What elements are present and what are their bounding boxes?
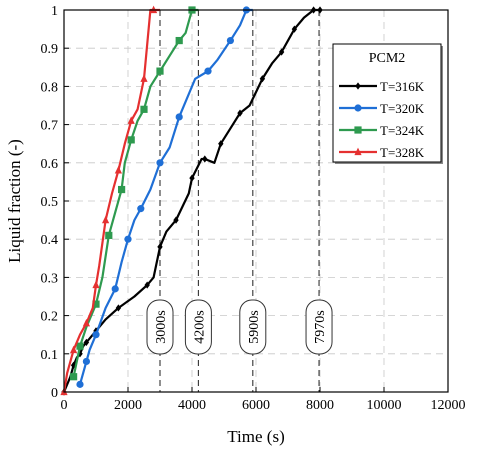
marker-label: 5900s [247,310,262,343]
x-tick-label: 8000 [306,398,334,413]
y-tick-label: 0.3 [41,271,59,286]
y-axis-title: Liquid fraction (-) [5,139,24,263]
data-point [140,74,147,82]
series-t324k [70,6,198,380]
data-point [92,281,99,289]
legend-entry: T=320K [380,101,425,116]
data-point [115,166,122,174]
x-tick-label: 4000 [178,398,206,413]
y-tick-label: 0.5 [41,195,59,210]
data-point [176,37,183,44]
y-tick-label: 0.6 [41,157,59,172]
marker-label: 7970s [313,310,328,343]
series-line [74,10,199,377]
data-point [112,285,119,292]
legend-title: PCM2 [369,51,406,66]
marker-label: 4200s [192,310,207,343]
data-point [76,343,83,350]
data-point [76,381,83,388]
data-point [124,236,131,243]
data-point [156,68,163,75]
data-point [140,106,147,113]
legend-entry: T=328K [380,145,425,160]
x-tick-label: 6000 [242,398,270,413]
data-point [204,68,211,75]
y-tick-label: 0.2 [41,310,59,325]
marker-label: 3000s [154,310,169,343]
data-point [202,155,207,162]
y-tick-label: 1 [51,4,58,19]
data-point [128,136,135,143]
x-tick-label: 12000 [431,398,466,413]
data-point [354,104,361,111]
legend-entry: T=316K [380,79,425,94]
data-point [105,232,112,239]
data-point [70,373,77,380]
x-tick-label: 2000 [114,398,142,413]
y-tick-label: 0.4 [41,233,59,248]
y-tick-label: 0 [51,386,58,401]
data-point [118,186,125,193]
data-point [156,159,163,166]
data-point [227,37,234,44]
y-tick-label: 0.7 [41,119,59,134]
data-point [102,216,109,224]
data-point [92,331,99,338]
data-point [83,358,90,365]
y-tick-label: 0.1 [41,348,59,363]
data-point [176,113,183,120]
y-tick-label: 0.9 [41,42,59,57]
y-tick-label: 0.8 [41,80,59,95]
legend-entry: T=324K [380,123,425,138]
x-axis-title: Time (s) [227,427,284,446]
legend: PCM2 T=316K T=320K T=324K T=328K [333,44,443,164]
data-point [137,205,144,212]
data-point [354,126,361,133]
x-tick-label: 10000 [367,398,402,413]
x-tick-label: 0 [61,398,68,413]
